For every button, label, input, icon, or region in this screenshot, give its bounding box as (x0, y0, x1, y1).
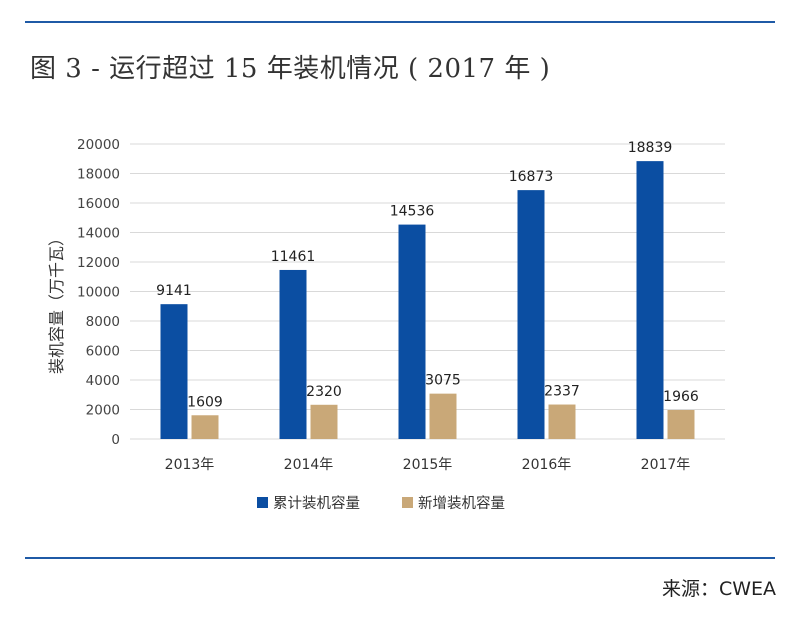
gridlines (130, 143, 725, 440)
legend-swatch (402, 497, 413, 508)
bar-new (429, 393, 457, 439)
data-label: 11461 (271, 249, 316, 265)
source-note: 来源：CWEA (661, 578, 776, 600)
data-label: 16873 (509, 169, 554, 185)
legend-label: 累计装机容量 (273, 495, 360, 512)
y-tick-label: 2000 (86, 403, 120, 419)
bar-cumulative (160, 304, 188, 439)
y-tick-label: 0 (111, 432, 120, 448)
bars (160, 161, 695, 439)
x-category-label: 2013年 (165, 457, 215, 473)
y-tick-label: 6000 (86, 344, 120, 360)
bar-cumulative (279, 269, 307, 439)
y-tick-label: 20000 (77, 137, 120, 153)
bar-new (667, 410, 695, 439)
bar-cumulative (398, 224, 426, 439)
x-category-label: 2014年 (284, 457, 334, 473)
y-tick-label: 8000 (86, 314, 120, 330)
legend: 累计装机容量 新增装机容量 (257, 495, 505, 512)
data-label: 1609 (187, 394, 223, 410)
top-rule (25, 21, 775, 23)
x-category-label: 2015年 (403, 457, 453, 473)
data-label: 14536 (390, 204, 435, 220)
legend-label: 新增装机容量 (418, 495, 505, 512)
x-category-label: 2016年 (522, 457, 572, 473)
bottom-rule (25, 557, 775, 559)
x-axis-categories: 2013年 2014年 2015年 2016年 2017年 (165, 457, 691, 473)
data-label: 2320 (306, 384, 342, 400)
y-tick-label: 12000 (77, 255, 120, 271)
data-labels: 9141 1609 11461 2320 14536 3075 16873 2337 18839… (156, 140, 699, 410)
y-tick-label: 14000 (77, 226, 120, 242)
x-category-label: 2017年 (641, 457, 691, 473)
y-tick-label: 4000 (86, 373, 120, 389)
data-label: 2337 (544, 384, 580, 400)
bar-cumulative (517, 190, 545, 439)
bar-new (191, 415, 219, 439)
y-axis-ticks: 0 2000 4000 6000 8000 10000 12000 14000 16000 180… (77, 137, 120, 448)
y-tick-label: 18000 (77, 167, 120, 183)
y-axis-label: 装机容量（万千瓦） (47, 230, 66, 374)
bar-new (548, 404, 576, 439)
figure-title: 图 3 - 运行超过 15 年装机情况 ( 2017 年 ) (30, 54, 551, 84)
y-tick-label: 16000 (77, 196, 120, 212)
bar-cumulative (636, 161, 664, 439)
data-label: 18839 (628, 140, 673, 156)
legend-swatch (257, 497, 268, 508)
data-label: 9141 (156, 283, 192, 299)
y-tick-label: 10000 (77, 285, 120, 301)
data-label: 1966 (663, 389, 699, 405)
data-label: 3075 (425, 373, 461, 389)
bar-new (310, 404, 338, 439)
